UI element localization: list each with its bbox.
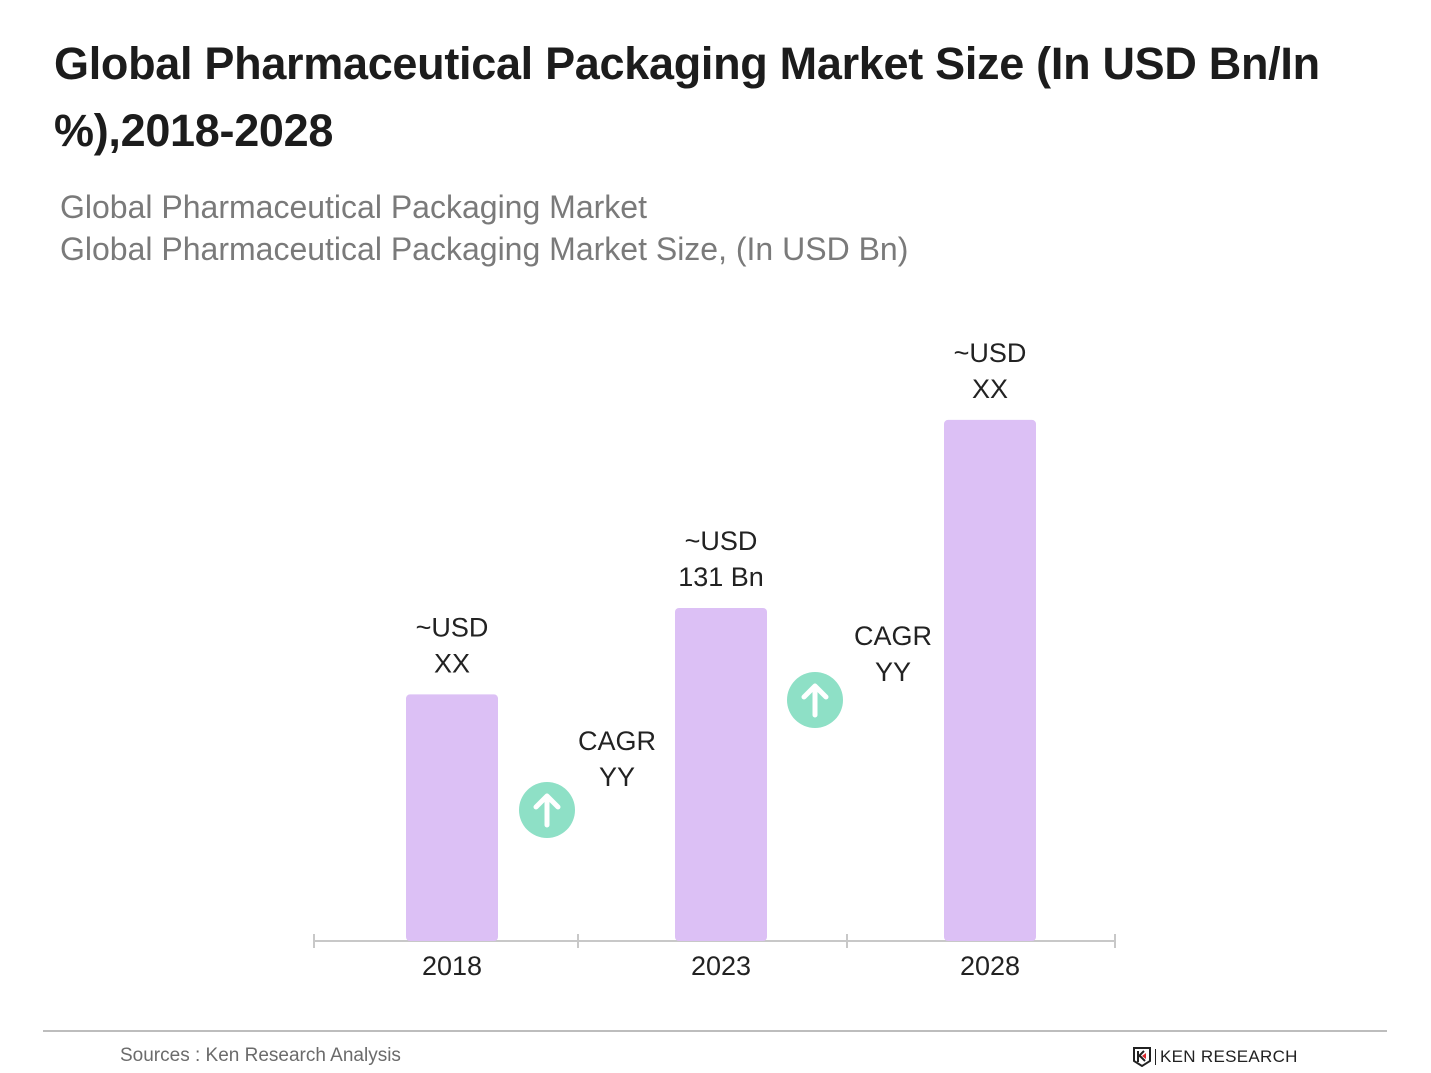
chart-subtitle: Global Pharmaceutical Packaging Market <box>60 189 647 225</box>
source-note: Sources : Ken Research Analysis <box>120 1045 401 1066</box>
chart-title: Global Pharmaceutical Packaging Market S… <box>54 38 1320 156</box>
data-label: XX <box>972 374 1008 404</box>
cagr-label: YY <box>875 657 911 687</box>
bar-2018 <box>406 694 498 941</box>
bar-2023 <box>675 608 767 941</box>
arrow-up-icon <box>533 793 561 828</box>
ken-research-logo: KEN RESEARCH <box>1133 1047 1298 1067</box>
x-tick-label: 2023 <box>691 951 751 981</box>
arrow-up-icon <box>801 683 829 718</box>
x-tick-label: 2018 <box>422 951 482 981</box>
chart-subtitle-2: Global Pharmaceutical Packaging Market S… <box>60 231 909 267</box>
footer-divider <box>43 1030 1387 1032</box>
x-tick-label: 2028 <box>960 951 1020 981</box>
data-label: XX <box>434 648 470 678</box>
data-label: 131 Bn <box>678 562 764 592</box>
data-label: ~USD <box>954 338 1027 368</box>
cagr-label: CAGR <box>578 726 656 756</box>
bar-2028 <box>944 419 1036 941</box>
cagr-label: CAGR <box>854 621 932 651</box>
cagr-label: YY <box>599 762 635 792</box>
data-label: ~USD <box>416 612 489 642</box>
data-label: ~USD <box>685 526 758 556</box>
logo-text: KEN RESEARCH <box>1160 1047 1298 1066</box>
ken-research-logo-icon <box>1133 1047 1151 1067</box>
